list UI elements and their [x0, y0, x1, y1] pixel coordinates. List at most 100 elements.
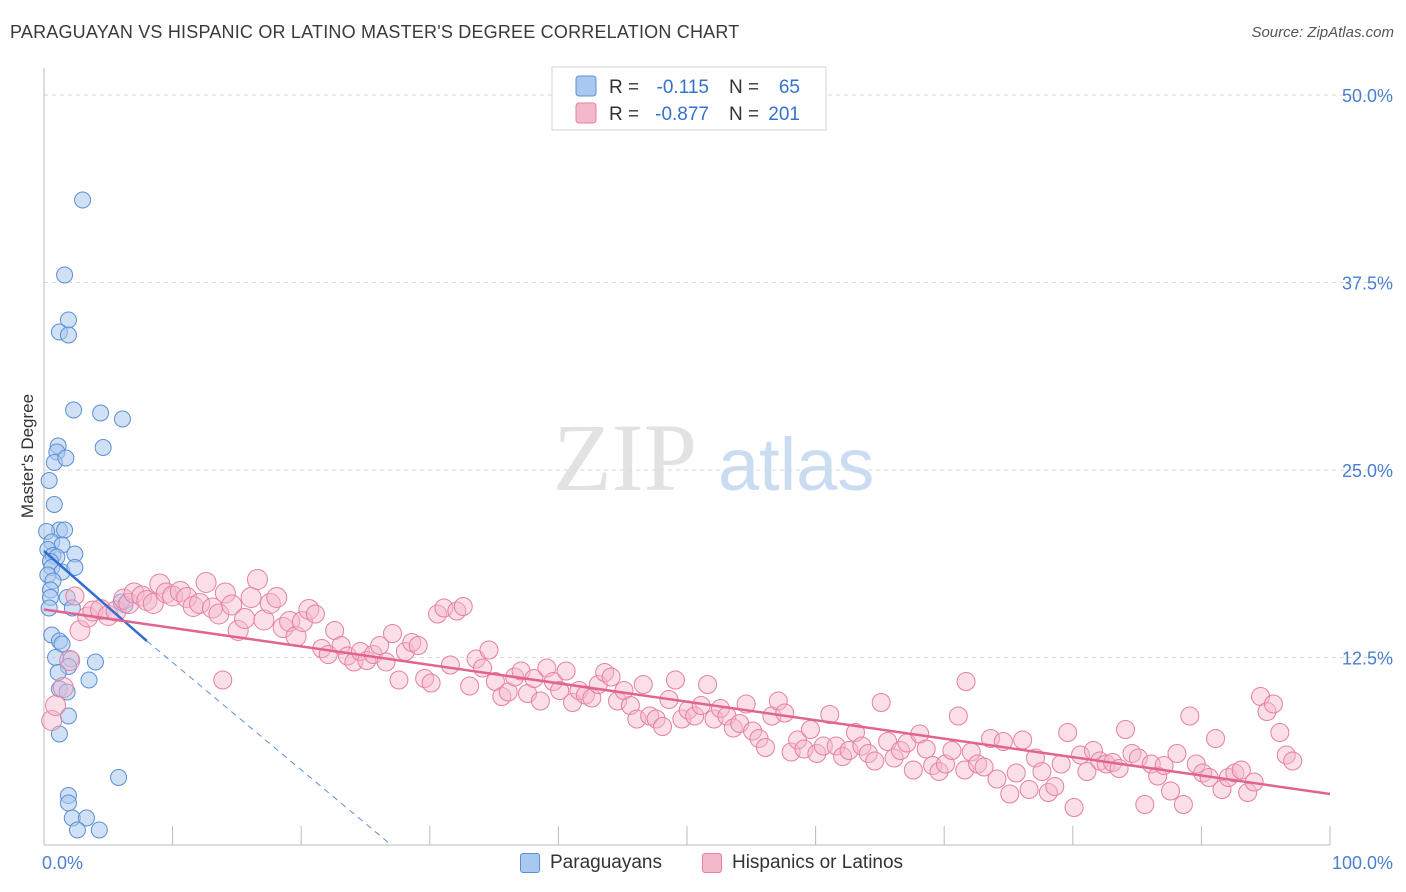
hispanics-point	[550, 681, 570, 700]
hispanics-point	[916, 739, 936, 759]
hispanics-point	[1206, 729, 1226, 748]
paraguayans-point	[94, 439, 112, 456]
hispanics-point	[956, 672, 976, 691]
hispanics-point	[214, 582, 236, 604]
hispanics-point	[266, 587, 288, 608]
paraguayans-point	[59, 794, 77, 812]
hispanics-trend-line	[43, 608, 1331, 796]
hispanics-point	[839, 741, 859, 760]
hispanics-point	[1212, 780, 1232, 799]
y-tick-label: 37.5%	[1342, 274, 1393, 294]
hispanics-point	[1161, 781, 1181, 801]
hispanics-point	[942, 741, 962, 760]
hispanics-point	[460, 676, 480, 696]
series-hispanics	[41, 569, 1303, 817]
tick-labels: 12.5% 25.0% 37.5% 50.0% 0.0% 100.0%	[42, 86, 1393, 873]
hispanics-point	[479, 640, 499, 660]
paraguayans-trend-line	[43, 550, 148, 642]
hispanics-point	[755, 738, 775, 757]
chart-source: Source: ZipAtlas.com	[1251, 24, 1394, 41]
hispanics-point	[974, 757, 994, 777]
legend-label-paraguayans: Paraguayans	[550, 852, 662, 873]
hispanics-point	[948, 706, 968, 726]
bottom-legend: Paraguayans Hispanics or Latinos	[520, 852, 903, 874]
paraguayans-point	[90, 821, 108, 839]
hispanics-point	[1283, 751, 1303, 771]
hispanics-point	[1263, 694, 1283, 714]
hispanics-point	[253, 609, 275, 631]
hispanics-point	[291, 611, 313, 632]
trend-lines	[43, 550, 1331, 846]
hispanics-point	[1238, 783, 1258, 802]
hispanics-point	[1058, 723, 1078, 742]
legend-n-value-2: 201	[768, 104, 800, 125]
paraguayans-point	[66, 559, 84, 576]
paraguayans-trend-extension	[146, 640, 392, 846]
hispanics-point	[1231, 760, 1251, 780]
hispanics-point	[1148, 766, 1168, 786]
legend-item-paraguayans: Paraguayans	[520, 852, 662, 874]
hispanics-point	[1000, 784, 1020, 804]
axes	[43, 68, 1331, 846]
hispanics-point	[794, 739, 814, 759]
paraguayans-point	[56, 266, 74, 284]
hispanics-point	[698, 675, 718, 694]
hispanics-point	[246, 569, 268, 590]
hispanics-point	[118, 593, 140, 614]
hispanics-point	[865, 751, 885, 771]
hispanics-point	[45, 695, 67, 716]
hispanics-point	[1051, 754, 1071, 774]
hispanics-point	[665, 670, 685, 690]
paraguayans-point	[58, 683, 76, 701]
paraguayans-point	[65, 401, 83, 419]
grid	[44, 94, 1392, 658]
legend-r-label-1: R =	[609, 77, 639, 98]
x-tick-label-end: 100.0%	[1332, 853, 1393, 873]
paraguayans-point	[49, 664, 67, 681]
hispanics-point	[453, 597, 473, 616]
legend-label-hispanics: Hispanics or Latinos	[731, 852, 904, 873]
hispanics-point	[1167, 744, 1187, 763]
hispanics-point	[987, 769, 1007, 789]
paraguayans-point	[40, 599, 58, 617]
paraguayans-point	[56, 521, 74, 539]
hispanics-point	[1032, 762, 1052, 781]
paraguayans-point	[59, 326, 77, 344]
hispanics-point	[1116, 720, 1136, 739]
hispanics-point	[1006, 763, 1026, 783]
hispanics-point	[556, 661, 576, 681]
hispanics-point	[685, 706, 705, 726]
legend-n-label-1: N =	[729, 77, 759, 98]
hispanics-point	[298, 599, 320, 620]
legend-r-value-1: -0.115	[657, 77, 709, 98]
hispanics-point	[820, 705, 840, 724]
hispanics-point	[1270, 723, 1290, 742]
y-tick-label: 25.0%	[1342, 461, 1393, 481]
hispanics-point	[633, 675, 653, 694]
hispanics-point	[858, 744, 878, 763]
hispanics-point	[305, 604, 325, 624]
paraguayans-point	[113, 410, 131, 428]
hispanics-point	[601, 667, 621, 687]
hispanics-point	[169, 581, 191, 602]
hispanics-point	[1180, 706, 1200, 726]
hispanics-point	[1173, 795, 1193, 814]
hispanics-point	[929, 762, 949, 781]
hispanics-point	[890, 741, 910, 760]
hispanics-point	[240, 587, 262, 608]
hispanics-point	[376, 652, 396, 672]
paraguayans-point	[80, 671, 98, 689]
paraguayans-point	[77, 809, 95, 827]
hispanics-point	[1045, 777, 1065, 796]
y-tick-label: 12.5%	[1342, 649, 1393, 669]
series-paraguayans	[38, 191, 134, 839]
hispanics-point	[871, 693, 891, 712]
hispanics-point	[1019, 780, 1039, 799]
hispanics-point	[704, 709, 724, 729]
hispanics-point	[653, 717, 673, 736]
paraguayans-point	[86, 653, 104, 671]
legend-swatch-hispanics	[701, 853, 722, 873]
legend-stats: R = -0.115 N = 65 R = -0.877 N = 201	[551, 66, 827, 131]
hispanics-point	[1257, 702, 1277, 721]
